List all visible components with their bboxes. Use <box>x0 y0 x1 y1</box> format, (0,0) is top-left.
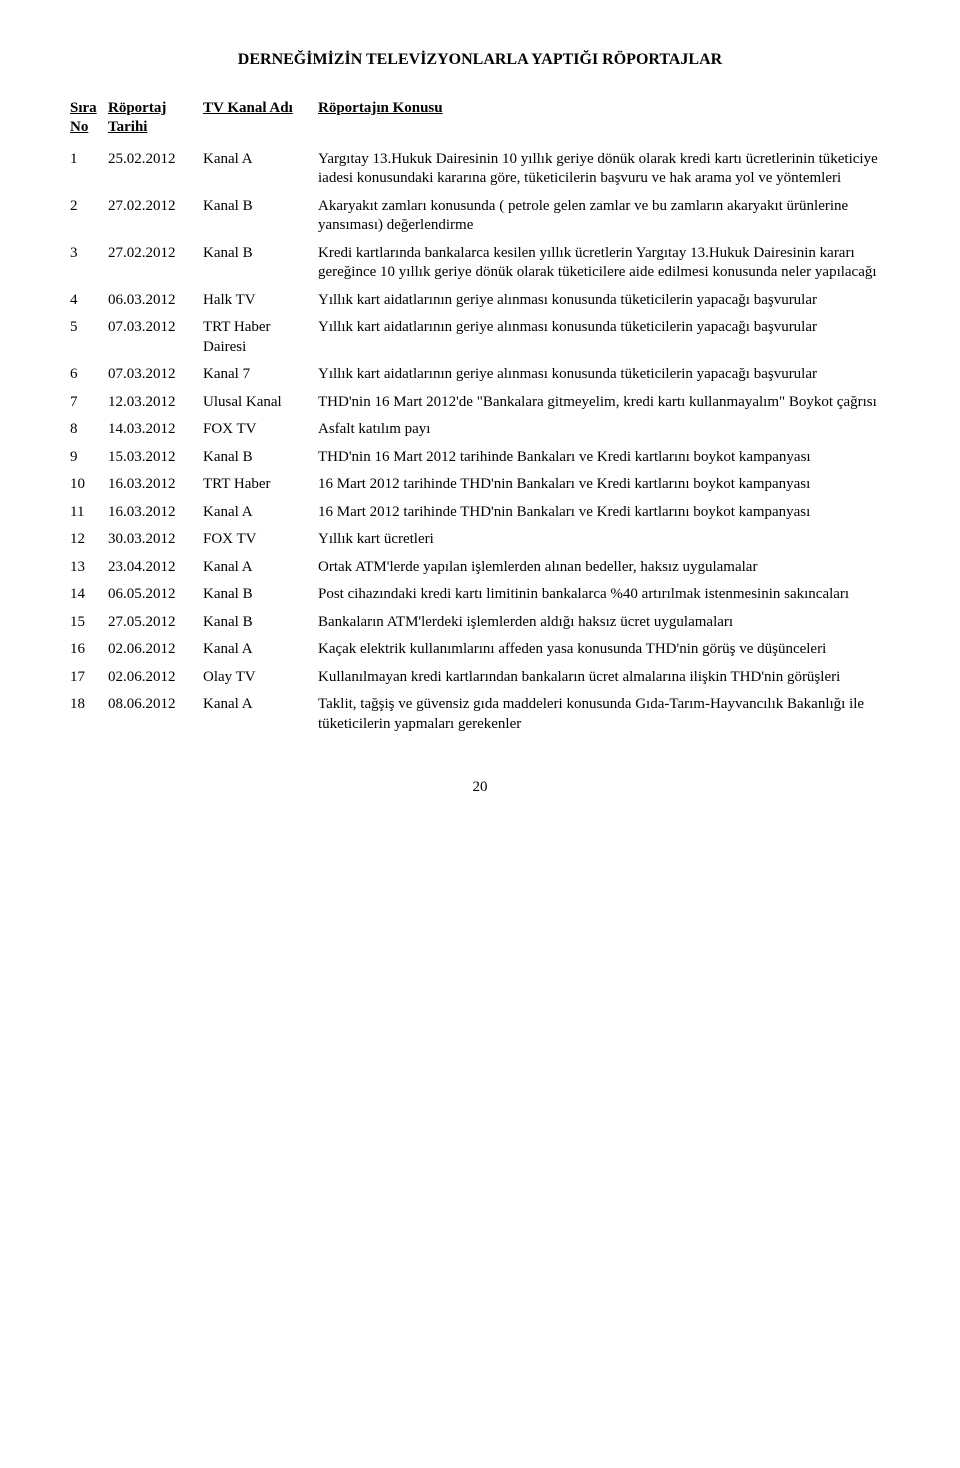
cell-topic: Yıllık kart aidatlarının geriye alınması… <box>318 287 890 315</box>
cell-topic: Asfalt katılım payı <box>318 416 890 444</box>
cell-no: 7 <box>70 389 108 417</box>
cell-no: 14 <box>70 581 108 609</box>
cell-topic: Kaçak elektrik kullanımlarını affeden ya… <box>318 636 890 664</box>
cell-no: 1 <box>70 146 108 193</box>
cell-no: 3 <box>70 240 108 287</box>
table-row: 1016.03.2012TRT Haber16 Mart 2012 tarihi… <box>70 471 890 499</box>
table-row: 1406.05.2012Kanal BPost cihazındaki kred… <box>70 581 890 609</box>
cell-channel: Halk TV <box>203 287 318 315</box>
table-row: 327.02.2012Kanal BKredi kartlarında bank… <box>70 240 890 287</box>
cell-no: 17 <box>70 664 108 692</box>
cell-topic: Yıllık kart aidatlarının geriye alınması… <box>318 361 890 389</box>
table-row: 1116.03.2012Kanal A16 Mart 2012 tarihind… <box>70 499 890 527</box>
cell-no: 15 <box>70 609 108 637</box>
cell-no: 16 <box>70 636 108 664</box>
cell-channel: Ulusal Kanal <box>203 389 318 417</box>
cell-topic: Yıllık kart ücretleri <box>318 526 890 554</box>
cell-date: 15.03.2012 <box>108 444 203 472</box>
cell-topic: Yargıtay 13.Hukuk Dairesinin 10 yıllık g… <box>318 146 890 193</box>
table-row: 915.03.2012Kanal BTHD'nin 16 Mart 2012 t… <box>70 444 890 472</box>
cell-topic: Kullanılmayan kredi kartlarından bankala… <box>318 664 890 692</box>
cell-date: 30.03.2012 <box>108 526 203 554</box>
page-number: 20 <box>70 778 890 798</box>
cell-topic: Taklit, tağşiş ve güvensiz gıda maddeler… <box>318 691 890 738</box>
cell-date: 27.02.2012 <box>108 193 203 240</box>
page-title: DERNEĞİMİZİN TELEVİZYONLARLA YAPTIĞI RÖP… <box>70 50 890 71</box>
cell-channel: Kanal A <box>203 554 318 582</box>
cell-topic: Post cihazındaki kredi kartı limitinin b… <box>318 581 890 609</box>
cell-no: 11 <box>70 499 108 527</box>
table-row: 1230.03.2012FOX TVYıllık kart ücretleri <box>70 526 890 554</box>
table-row: 1702.06.2012Olay TVKullanılmayan kredi k… <box>70 664 890 692</box>
cell-date: 14.03.2012 <box>108 416 203 444</box>
header-date: RöportajTarihi <box>108 95 203 146</box>
cell-date: 02.06.2012 <box>108 664 203 692</box>
cell-topic: Akaryakıt zamları konusunda ( petrole ge… <box>318 193 890 240</box>
cell-date: 12.03.2012 <box>108 389 203 417</box>
cell-channel: Kanal A <box>203 146 318 193</box>
cell-channel: FOX TV <box>203 416 318 444</box>
cell-topic: Bankaların ATM'lerdeki işlemlerden aldığ… <box>318 609 890 637</box>
table-row: 125.02.2012Kanal AYargıtay 13.Hukuk Dair… <box>70 146 890 193</box>
table-row: 406.03.2012Halk TVYıllık kart aidatların… <box>70 287 890 315</box>
cell-no: 13 <box>70 554 108 582</box>
cell-channel: Kanal B <box>203 240 318 287</box>
table-row: 507.03.2012TRT Haber DairesiYıllık kart … <box>70 314 890 361</box>
cell-date: 23.04.2012 <box>108 554 203 582</box>
cell-channel: Kanal B <box>203 581 318 609</box>
table-row: 712.03.2012Ulusal KanalTHD'nin 16 Mart 2… <box>70 389 890 417</box>
header-channel: TV Kanal Adı <box>203 95 318 146</box>
cell-date: 16.03.2012 <box>108 499 203 527</box>
cell-date: 02.06.2012 <box>108 636 203 664</box>
cell-date: 07.03.2012 <box>108 314 203 361</box>
cell-channel: Kanal B <box>203 609 318 637</box>
table-row: 1602.06.2012Kanal AKaçak elektrik kullan… <box>70 636 890 664</box>
cell-topic: THD'nin 16 Mart 2012'de "Bankalara gitme… <box>318 389 890 417</box>
table-row: 227.02.2012Kanal BAkaryakıt zamları konu… <box>70 193 890 240</box>
cell-topic: Yıllık kart aidatlarının geriye alınması… <box>318 314 890 361</box>
header-topic: Röportajın Konusu <box>318 95 890 146</box>
cell-date: 07.03.2012 <box>108 361 203 389</box>
cell-channel: Kanal B <box>203 444 318 472</box>
cell-date: 06.05.2012 <box>108 581 203 609</box>
cell-channel: Kanal 7 <box>203 361 318 389</box>
header-no: SıraNo <box>70 95 108 146</box>
cell-topic: 16 Mart 2012 tarihinde THD'nin Bankaları… <box>318 499 890 527</box>
cell-channel: TRT Haber Dairesi <box>203 314 318 361</box>
table-row: 1808.06.2012Kanal ATaklit, tağşiş ve güv… <box>70 691 890 738</box>
cell-channel: Kanal B <box>203 193 318 240</box>
cell-channel: FOX TV <box>203 526 318 554</box>
cell-date: 08.06.2012 <box>108 691 203 738</box>
cell-topic: THD'nin 16 Mart 2012 tarihinde Bankaları… <box>318 444 890 472</box>
cell-no: 6 <box>70 361 108 389</box>
cell-no: 8 <box>70 416 108 444</box>
table-row: 607.03.2012Kanal 7Yıllık kart aidatların… <box>70 361 890 389</box>
cell-date: 25.02.2012 <box>108 146 203 193</box>
cell-topic: Ortak ATM'lerde yapılan işlemlerden alın… <box>318 554 890 582</box>
table-row: 814.03.2012FOX TVAsfalt katılım payı <box>70 416 890 444</box>
cell-no: 5 <box>70 314 108 361</box>
table-row: 1527.05.2012Kanal BBankaların ATM'lerdek… <box>70 609 890 637</box>
interview-table: SıraNo RöportajTarihi TV Kanal Adı Röpor… <box>70 95 890 739</box>
cell-no: 18 <box>70 691 108 738</box>
cell-no: 12 <box>70 526 108 554</box>
cell-topic: Kredi kartlarında bankalarca kesilen yıl… <box>318 240 890 287</box>
cell-no: 9 <box>70 444 108 472</box>
cell-date: 27.02.2012 <box>108 240 203 287</box>
cell-channel: Olay TV <box>203 664 318 692</box>
table-row: 1323.04.2012Kanal AOrtak ATM'lerde yapıl… <box>70 554 890 582</box>
cell-date: 16.03.2012 <box>108 471 203 499</box>
cell-channel: Kanal A <box>203 636 318 664</box>
cell-no: 2 <box>70 193 108 240</box>
cell-channel: Kanal A <box>203 499 318 527</box>
cell-topic: 16 Mart 2012 tarihinde THD'nin Bankaları… <box>318 471 890 499</box>
header-row: SıraNo RöportajTarihi TV Kanal Adı Röpor… <box>70 95 890 146</box>
cell-no: 10 <box>70 471 108 499</box>
cell-channel: TRT Haber <box>203 471 318 499</box>
cell-date: 06.03.2012 <box>108 287 203 315</box>
cell-no: 4 <box>70 287 108 315</box>
cell-channel: Kanal A <box>203 691 318 738</box>
cell-date: 27.05.2012 <box>108 609 203 637</box>
